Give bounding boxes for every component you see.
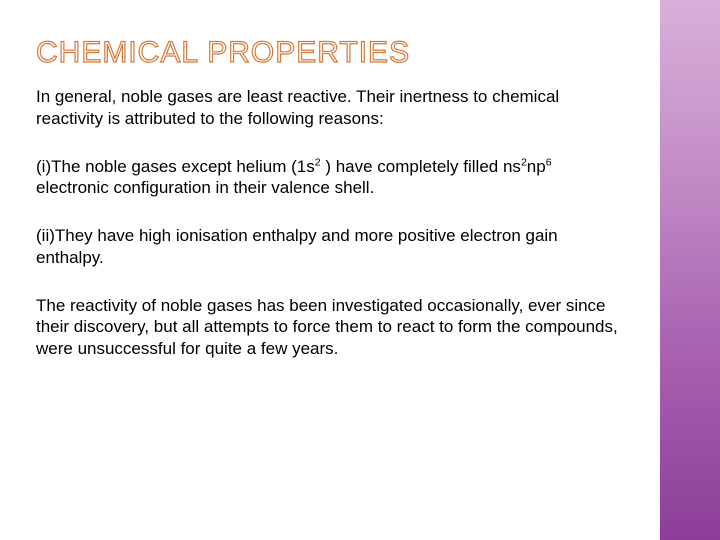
p1-mid2: np [527, 157, 546, 176]
paragraph-conclusion: The reactivity of noble gases has been i… [36, 295, 624, 360]
paragraph-intro: In general, noble gases are least reacti… [36, 86, 624, 130]
p1-post: electronic configuration in their valenc… [36, 178, 374, 197]
slide-body: In general, noble gases are least reacti… [36, 86, 624, 360]
accent-sidebar [660, 0, 720, 540]
p1-sup3: 6 [546, 156, 552, 168]
p1-pre: (i)The noble gases except helium (1s [36, 157, 315, 176]
slide-content: CHEMICAL PROPERTIES In general, noble ga… [0, 0, 660, 540]
paragraph-reason-2: (ii)They have high ionisation enthalpy a… [36, 225, 624, 269]
p1-mid1: ) have completely filled ns [321, 157, 521, 176]
paragraph-reason-1: (i)The noble gases except helium (1s2 ) … [36, 156, 624, 200]
slide-title: CHEMICAL PROPERTIES [36, 38, 624, 68]
